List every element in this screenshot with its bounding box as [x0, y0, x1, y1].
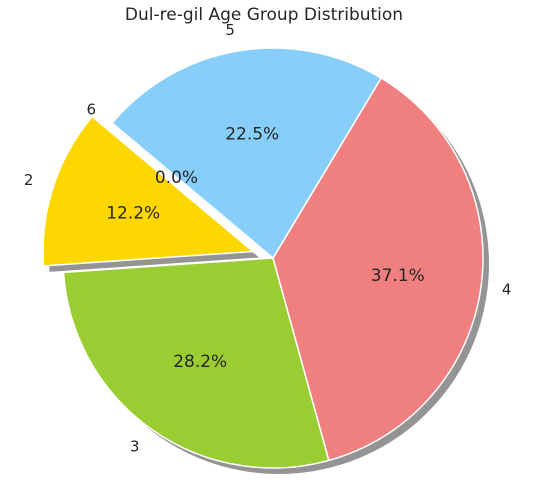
slice-5-percent: 22.5%	[225, 125, 279, 145]
slice-3-label: 3	[130, 438, 140, 456]
percent-labels: 12.2% 28.2% 37.1% 22.5% 0.0%	[106, 125, 425, 372]
slice-4-percent: 37.1%	[371, 266, 425, 286]
slice-6-percent: 0.0%	[155, 168, 198, 188]
slice-5-label: 5	[225, 21, 235, 39]
slice-4-label: 4	[502, 280, 512, 298]
slice-2	[42, 115, 254, 267]
slice-4	[272, 77, 484, 462]
slice-5	[111, 47, 382, 259]
slice-3-percent: 28.2%	[173, 352, 227, 372]
chart-title: Dul-re-gil Age Group Distribution	[125, 5, 403, 25]
slice-2-percent: 12.2%	[106, 204, 160, 224]
slice-labels: 2 3 4 5 6	[24, 21, 512, 455]
slice-6-label: 6	[86, 101, 96, 119]
pie-slices	[42, 47, 484, 469]
slice-2-label: 2	[24, 171, 34, 189]
slice-3	[62, 257, 330, 469]
